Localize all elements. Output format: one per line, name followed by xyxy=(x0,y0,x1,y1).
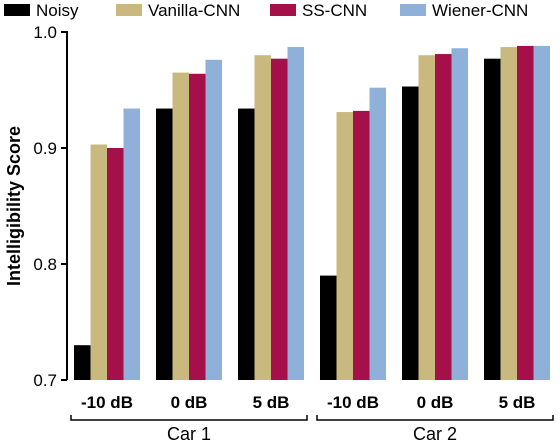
x-tick-label: 5 dB xyxy=(253,393,290,412)
bar-vanilla-cnn xyxy=(172,72,189,380)
bar-ss-cnn xyxy=(189,73,206,380)
bar-noisy xyxy=(484,58,501,381)
legend-label: Wiener-CNN xyxy=(432,1,528,20)
bar-wiener-cnn xyxy=(369,87,386,381)
legend-swatch xyxy=(400,4,426,16)
bar-ss-cnn xyxy=(353,110,370,380)
bar-wiener-cnn xyxy=(205,59,222,381)
bar-noisy xyxy=(238,108,255,380)
legend: Noisy Vanilla-CNN SS-CNN Wiener-CNN xyxy=(4,1,528,20)
bar-noisy xyxy=(402,86,419,381)
legend-swatch xyxy=(4,4,30,16)
x-tick-label: 0 dB xyxy=(417,393,454,412)
y-tick-label: 0.8 xyxy=(33,255,57,274)
group-bracket xyxy=(316,415,554,421)
bar-wiener-cnn xyxy=(533,45,550,381)
y-tick-label: 0.9 xyxy=(33,139,57,158)
bar-vanilla-cnn xyxy=(418,55,435,380)
legend-label: Noisy xyxy=(36,1,79,20)
x-tick-label: 5 dB xyxy=(499,393,536,412)
axes: 0.7 0.8 0.9 1.0 -10 dB 0 dB 5 dB -10 dB 0 dB 5 dB… xyxy=(33,23,554,442)
y-tick-label: 1.0 xyxy=(33,23,57,42)
bar-vanilla-cnn xyxy=(254,55,271,380)
x-tick-label: -10 dB xyxy=(81,393,133,412)
y-axis-title: Intelligibility Score xyxy=(4,126,24,286)
bars xyxy=(74,45,550,381)
x-tick-label: 0 dB xyxy=(171,393,208,412)
group-label: Car 1 xyxy=(167,424,211,442)
bar-ss-cnn xyxy=(517,45,534,381)
bar-wiener-cnn xyxy=(123,108,140,380)
bar-vanilla-cnn xyxy=(90,144,107,380)
bar-wiener-cnn xyxy=(287,47,304,380)
bar-ss-cnn xyxy=(271,58,288,381)
bar-vanilla-cnn xyxy=(500,47,517,380)
x-tick-label: -10 dB xyxy=(327,393,379,412)
bar-noisy xyxy=(74,345,91,380)
bar-wiener-cnn xyxy=(451,48,468,381)
bar-ss-cnn xyxy=(435,54,452,380)
bar-noisy xyxy=(320,275,337,380)
legend-label: SS-CNN xyxy=(302,1,367,20)
group-bracket xyxy=(70,415,308,421)
group-label: Car 2 xyxy=(413,424,457,442)
bar-noisy xyxy=(156,108,173,380)
bar-vanilla-cnn xyxy=(336,112,353,380)
y-tick-label: 0.7 xyxy=(33,371,57,390)
legend-label: Vanilla-CNN xyxy=(148,1,240,20)
bar-ss-cnn xyxy=(107,148,124,380)
legend-swatch xyxy=(270,4,296,16)
legend-swatch xyxy=(116,4,142,16)
